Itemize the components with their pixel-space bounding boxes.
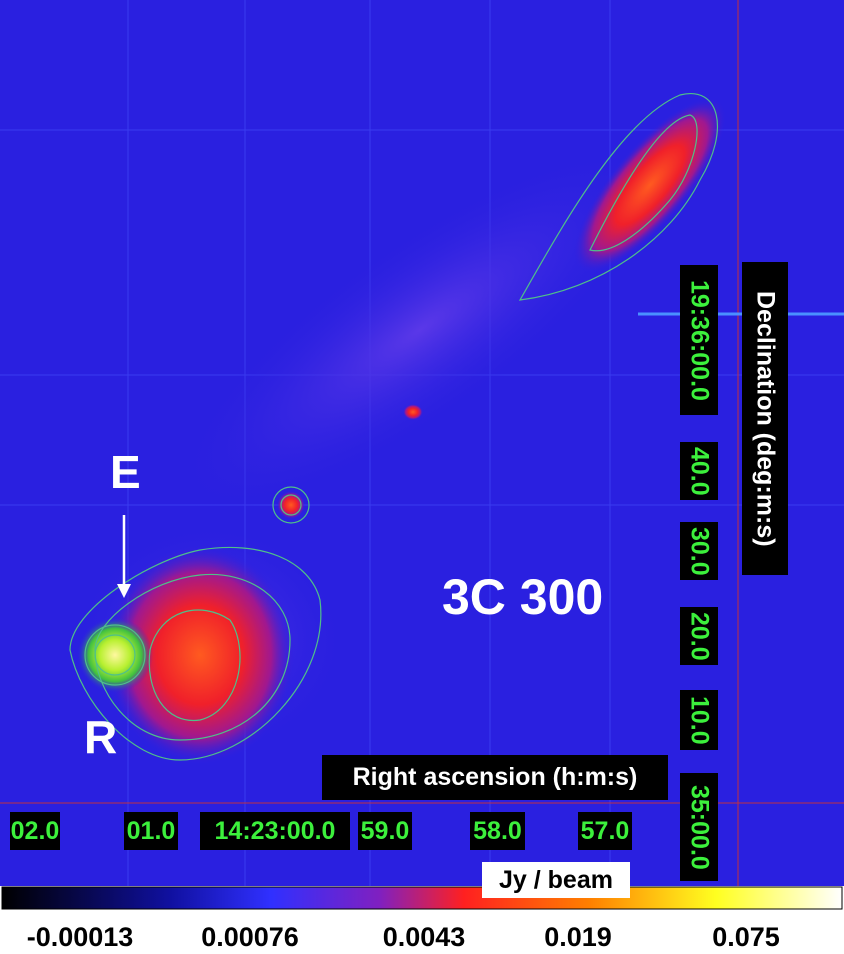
dec-tick: 30.0 [680, 522, 718, 580]
colorbar [1, 886, 843, 910]
dec-tick: 19:36:00.0 [680, 265, 718, 415]
dec-axis-title: Declination (deg:m:s) [742, 262, 788, 575]
ra-axis-title: Right ascension (h:m:s) [322, 755, 668, 800]
knot [403, 404, 423, 420]
ra-tick: 59.0 [358, 812, 412, 850]
dec-tick: 35:00.0 [680, 773, 718, 881]
colorbar-tick: 0.00076 [201, 922, 299, 952]
source-name: 3C 300 [442, 569, 604, 625]
label-e: E [110, 446, 141, 498]
colorbar-tick: 0.075 [712, 922, 780, 952]
diffuse-emission [168, 142, 672, 518]
ra-tick: 01.0 [124, 812, 178, 850]
ra-tick: 57.0 [578, 812, 632, 850]
dec-tick: 20.0 [680, 607, 718, 665]
ra-tick: 58.0 [470, 812, 525, 850]
contours [69, 93, 719, 761]
ra-tick: 14:23:00.0 [200, 812, 350, 850]
colorbar-title: Jy / beam [482, 862, 630, 898]
ra-tick: 02.0 [10, 812, 60, 850]
northern-lobe [573, 97, 727, 273]
arrow-head [117, 584, 131, 598]
label-r: R [84, 711, 118, 763]
southern-lobe [105, 545, 295, 765]
dec-tick: 10.0 [680, 690, 718, 750]
colorbar-tick: 0.0043 [382, 922, 466, 952]
colorbar-tick: 0.019 [544, 922, 612, 952]
colorbar-tick: -0.00013 [26, 922, 134, 952]
dec-tick: 40.0 [680, 442, 718, 500]
hotspot [77, 617, 153, 693]
